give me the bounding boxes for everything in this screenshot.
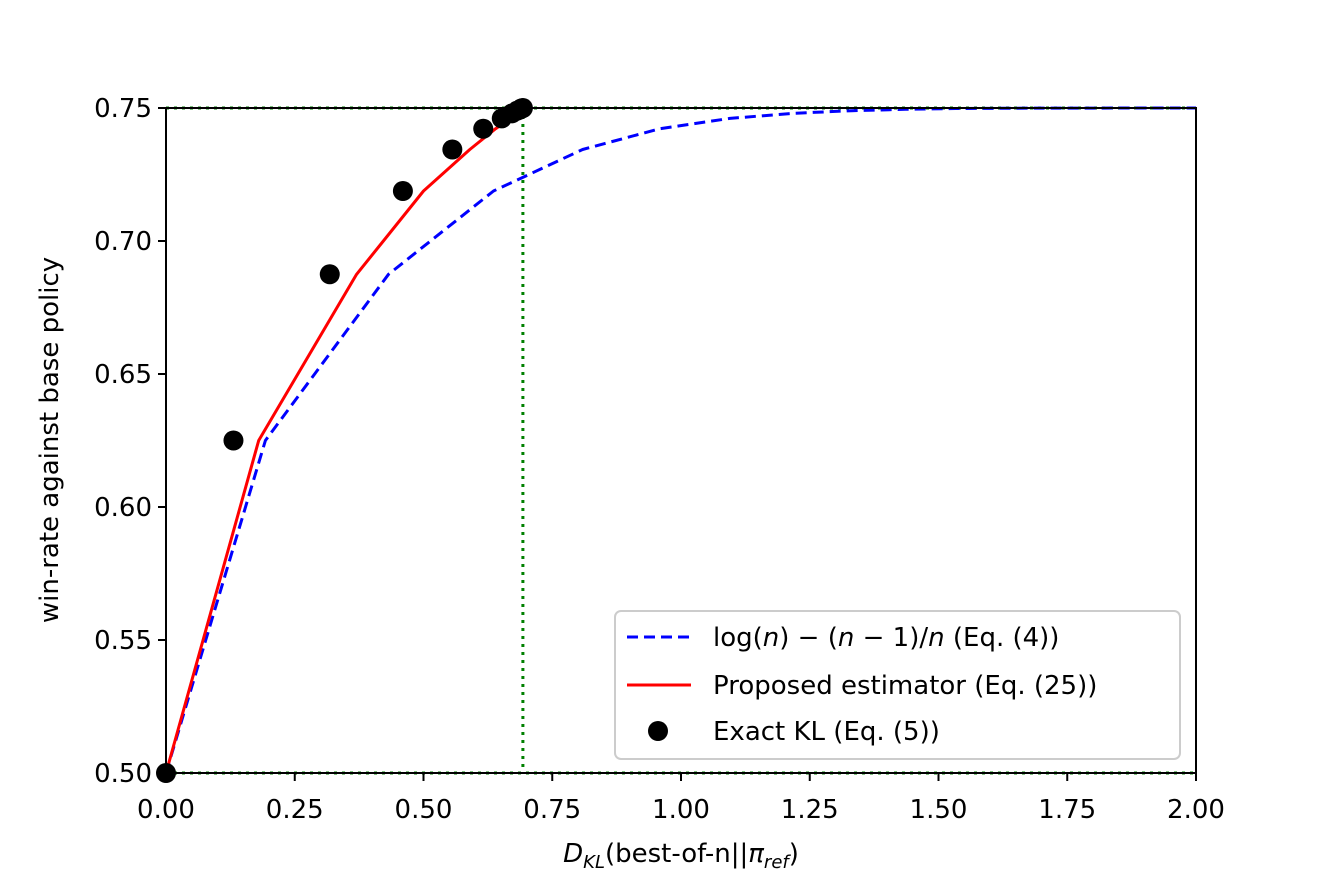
y-tick-label: 0.60: [94, 493, 152, 523]
y-tick-label: 0.65: [94, 360, 152, 390]
legend-label-proposed-estimator: Proposed estimator (Eq. (25)): [713, 671, 1097, 701]
x-axis-ticks: 0.00 0.25 0.50 0.75 1.00 1.25 1.50 1.75 2.00: [137, 773, 1225, 825]
x-tick-label: 1.25: [781, 795, 839, 825]
x-tick-label: 0.50: [395, 795, 453, 825]
x-tick-label: 2.00: [1167, 795, 1225, 825]
exact-kl-point-1: [223, 430, 244, 451]
y-tick-label: 0.70: [94, 227, 152, 257]
proposed-estimator-line: [164, 106, 523, 774]
x-tick-label: 1.00: [652, 795, 710, 825]
x-tick-label: 0.25: [266, 795, 324, 825]
legend-box: [614, 610, 1181, 760]
x-tick-label: 1.50: [910, 795, 968, 825]
x-axis-label: DKL(best-of-n||πref): [563, 839, 799, 873]
log-estimate-line: [164, 106, 1196, 774]
x-tick-label: 1.75: [1038, 795, 1096, 825]
y-tick-label: 0.55: [94, 626, 152, 656]
y-tick-label: 0.50: [94, 759, 152, 789]
exact-kl-point-2: [319, 264, 340, 285]
legend-label-exact-kl: Exact KL (Eq. (5)): [713, 717, 940, 747]
legend-label-log-estimate: log(n) − (n − 1)/n (Eq. (4)): [713, 623, 1059, 653]
x-tick-label: 0.75: [523, 795, 581, 825]
x-tick-label: 0.00: [137, 795, 195, 825]
y-tick-label: 0.75: [94, 94, 152, 124]
exact-kl-point-3: [392, 180, 413, 201]
plot-series: [156, 98, 1196, 783]
y-axis-ticks: 0.50 0.55 0.60 0.65 0.70 0.75: [94, 94, 166, 789]
y-axis-label: win-rate against base policy: [35, 257, 65, 623]
exact-kl-point-5: [473, 118, 494, 139]
legend: log(n) − (n − 1)/n (Eq. (4)) Proposed es…: [614, 610, 1181, 760]
legend-swatch-exact-kl: [648, 721, 668, 741]
exact-kl-point-4: [442, 139, 463, 160]
